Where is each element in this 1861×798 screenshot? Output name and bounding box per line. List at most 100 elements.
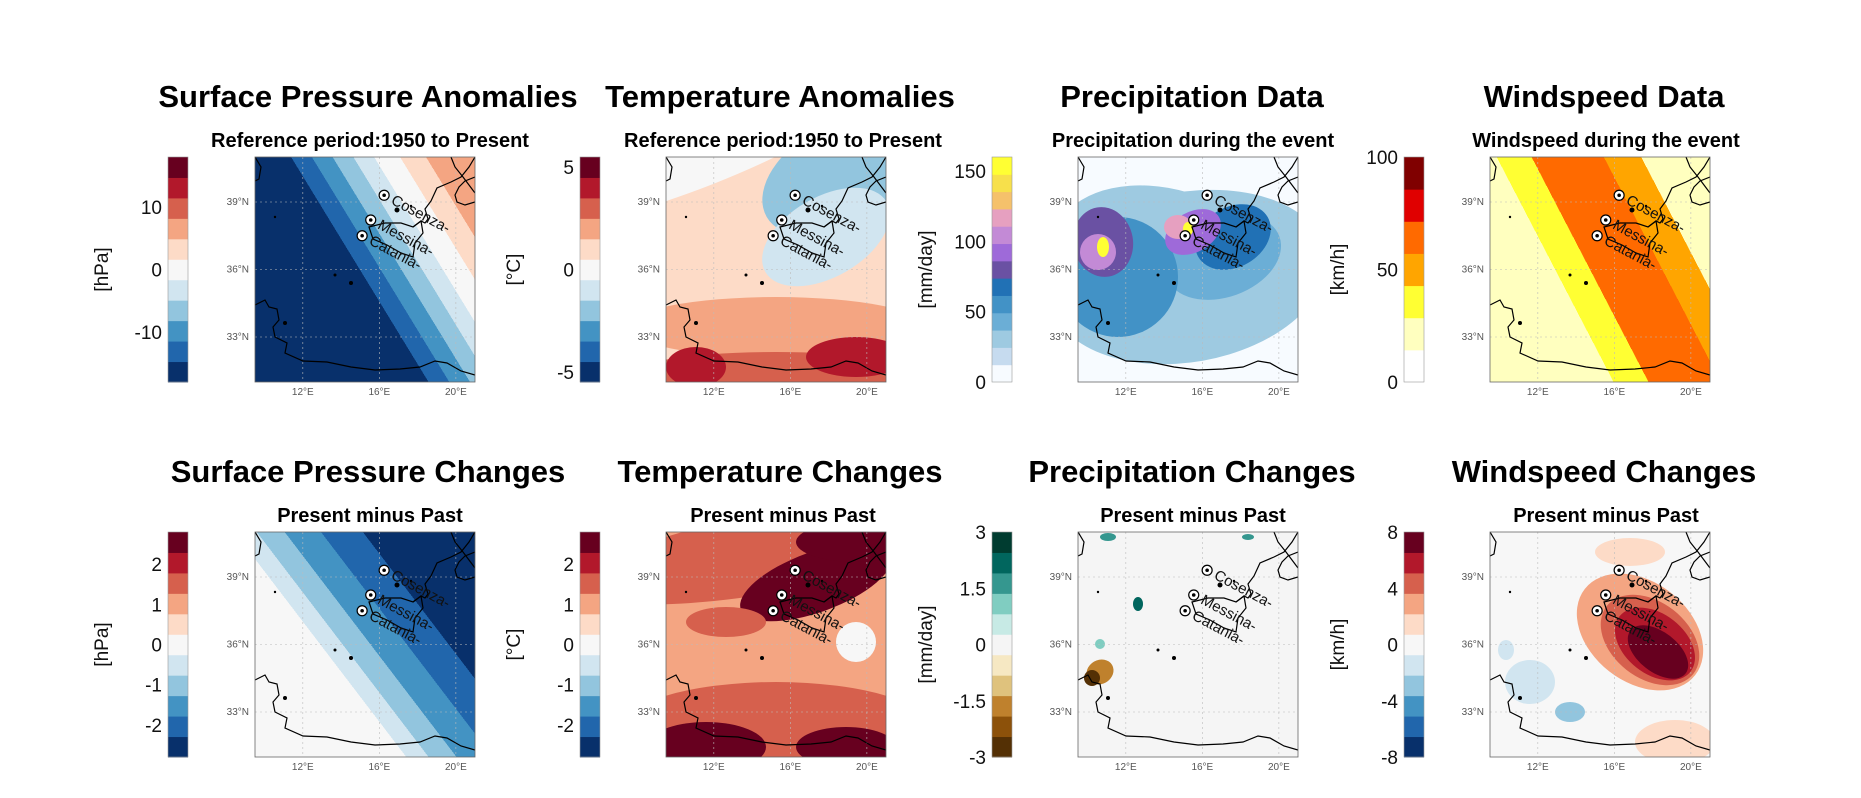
island	[1629, 207, 1635, 213]
colorbar-segment	[992, 716, 1012, 738]
island	[760, 656, 764, 660]
coastline	[1490, 157, 1497, 182]
island	[1172, 281, 1176, 285]
map: Cosenza-Catania-Messina-12°E 16°E 20°E39°N…	[1462, 531, 1711, 773]
colorbar-unit-label: [hPa]	[92, 247, 113, 291]
island	[820, 204, 824, 208]
city-marker-dot	[1191, 218, 1196, 222]
colorbar-unit-label: [hPa]	[92, 622, 113, 666]
island	[1584, 281, 1588, 285]
map-axes: 12°E 16°E 20°E 39°N 36°N 33°N	[227, 197, 467, 398]
colorbar-frame	[167, 531, 189, 758]
map-axes: 12°E 16°E 20°E 39°N 36°N 33°N	[227, 572, 467, 773]
panel-subtitle: Precipitation during the event	[1052, 130, 1335, 152]
x-tick-label: 16°E	[1191, 762, 1213, 773]
colorbar-segment	[1404, 157, 1424, 190]
island	[1217, 207, 1223, 213]
coastline	[1277, 551, 1298, 581]
field-contour	[1097, 237, 1109, 257]
y-tick-label: 39°N	[1462, 197, 1484, 208]
colorbar-segment	[1404, 532, 1424, 553]
island	[1568, 648, 1572, 652]
panel-title: Surface Pressure Changes	[171, 454, 566, 489]
colorbar-segment	[168, 177, 188, 199]
coastline	[861, 157, 886, 194]
coastline	[666, 532, 673, 557]
colorbar-tick-label: 3	[975, 523, 986, 544]
colorbar-tick-label: -10	[135, 323, 162, 344]
x-tick-label: 12°E	[292, 387, 314, 398]
colorbar-segment	[168, 361, 188, 383]
x-tick-label: 16°E	[779, 387, 801, 398]
island	[805, 207, 811, 213]
y-tick-label: 36°N	[638, 265, 660, 276]
island	[283, 321, 287, 325]
city-marker-dot	[360, 233, 364, 238]
colorbar-segment	[580, 157, 600, 178]
field-contour	[666, 347, 726, 382]
field-contour	[796, 727, 886, 757]
colorbar-segment	[580, 695, 600, 717]
field-contour	[666, 722, 766, 757]
colorbar-segment	[1404, 736, 1424, 758]
colorbar-segment	[168, 634, 188, 656]
colorbar-tick-label: 50	[965, 303, 986, 324]
island	[1106, 696, 1110, 700]
map-axes: 12°E 16°E 20°E 39°N 36°N 33°N	[638, 572, 878, 773]
island	[273, 215, 277, 219]
x-tick-label: 20°E	[1268, 387, 1290, 398]
map-grid	[255, 157, 475, 382]
colorbar-frame	[991, 156, 1013, 383]
colorbar-frame	[579, 531, 601, 758]
coastlines	[1078, 532, 1298, 751]
coastline	[412, 157, 475, 228]
colorbar-segment	[1404, 654, 1424, 676]
map-grid	[666, 532, 886, 757]
coastlines	[255, 532, 475, 751]
island	[333, 648, 337, 652]
y-tick-label: 39°N	[638, 572, 660, 583]
colorbar-unit-label: [km/h]	[1328, 244, 1349, 296]
coastline	[1689, 176, 1710, 206]
colorbar-segment	[992, 532, 1012, 553]
island	[1232, 579, 1236, 583]
colorbar-unit-label: [mm/day]	[916, 230, 937, 308]
island	[394, 582, 400, 588]
colorbar-tick-label: 8	[1387, 523, 1398, 544]
colorbar-segment	[992, 330, 1012, 348]
colorbar: 10 0 -10 [hPa]	[92, 156, 189, 383]
colorbar-segment	[168, 572, 188, 594]
coastline	[1603, 219, 1659, 258]
colorbar-segment	[580, 675, 600, 697]
panel-title: Precipitation Data	[1060, 79, 1324, 114]
map-grid	[255, 532, 475, 757]
colorbar: 5 0 -5 [°C]	[504, 156, 601, 384]
colorbar-tick-label: 0	[563, 636, 574, 657]
city-marker-dot	[368, 218, 373, 222]
coastline	[1490, 532, 1497, 557]
x-tick-label: 20°E	[856, 387, 878, 398]
y-tick-label: 33°N	[1050, 707, 1072, 718]
coastline	[1603, 594, 1659, 633]
colorbar-segment	[580, 593, 600, 615]
colorbar-tick-label: 4	[1387, 579, 1398, 600]
coastline	[666, 157, 673, 182]
island	[694, 696, 698, 700]
y-tick-label: 36°N	[638, 640, 660, 651]
colorbar-segment	[992, 208, 1012, 227]
colorbar-segment	[1404, 253, 1424, 287]
coastline	[1078, 299, 1298, 376]
colorbar-tick-label: 0	[975, 636, 986, 657]
field-contour	[1635, 720, 1710, 757]
coastline	[1277, 176, 1298, 206]
x-tick-label: 12°E	[1527, 387, 1549, 398]
x-tick-label: 16°E	[368, 387, 390, 398]
colorbar-segment	[168, 695, 188, 717]
city-marker-dot	[771, 233, 775, 238]
map-axes: 12°E 16°E 20°E 39°N 36°N 33°N	[638, 197, 878, 398]
panel-title: Windspeed Data	[1484, 79, 1726, 114]
coastlines	[255, 157, 475, 376]
coastline	[1191, 219, 1247, 258]
map: Cosenza-Catania-Messina-12°E 16°E 20°E39°N…	[638, 531, 887, 773]
colorbar-segment	[580, 613, 600, 635]
